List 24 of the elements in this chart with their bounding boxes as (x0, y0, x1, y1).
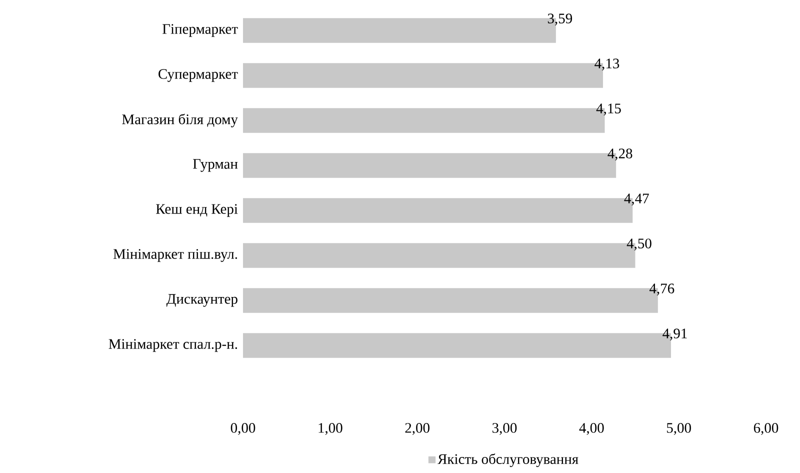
y-tick-label: Кеш енд Кері (156, 204, 238, 217)
y-tick-label: Дискаунтер (166, 294, 238, 307)
y-tick-label: Гіпермаркет (162, 24, 238, 37)
x-tick-label: 5,00 (666, 423, 691, 435)
x-tick-label: 2,00 (405, 423, 430, 435)
data-label: 4,47 (624, 194, 649, 206)
data-label: 4,76 (650, 284, 674, 296)
data-label: 4,28 (608, 148, 632, 160)
y-tick-label: Магазин біля дому (122, 114, 238, 128)
x-tick-label: 0,00 (230, 423, 256, 435)
y-tick-label: Мінімаркет спал.р-н. (108, 339, 238, 352)
y-tick-label: Мінімаркет піш.вул. (113, 249, 238, 262)
x-tick-label: 6,00 (754, 423, 778, 435)
data-label: 4,50 (626, 238, 652, 250)
data-label: 3,59 (548, 14, 572, 26)
data-label: 4,15 (596, 104, 621, 116)
data-label: 4,91 (662, 328, 687, 340)
x-tick-label: 4,00 (579, 423, 604, 435)
legend-label: Якість обслуговування (438, 454, 578, 468)
x-tick-label: 3,00 (492, 423, 517, 435)
y-tick-label: Гурман (193, 159, 238, 172)
data-label: 4,13 (594, 58, 620, 70)
x-tick-label: 1,00 (318, 423, 342, 435)
y-tick-label: Супермаркет (158, 69, 238, 82)
